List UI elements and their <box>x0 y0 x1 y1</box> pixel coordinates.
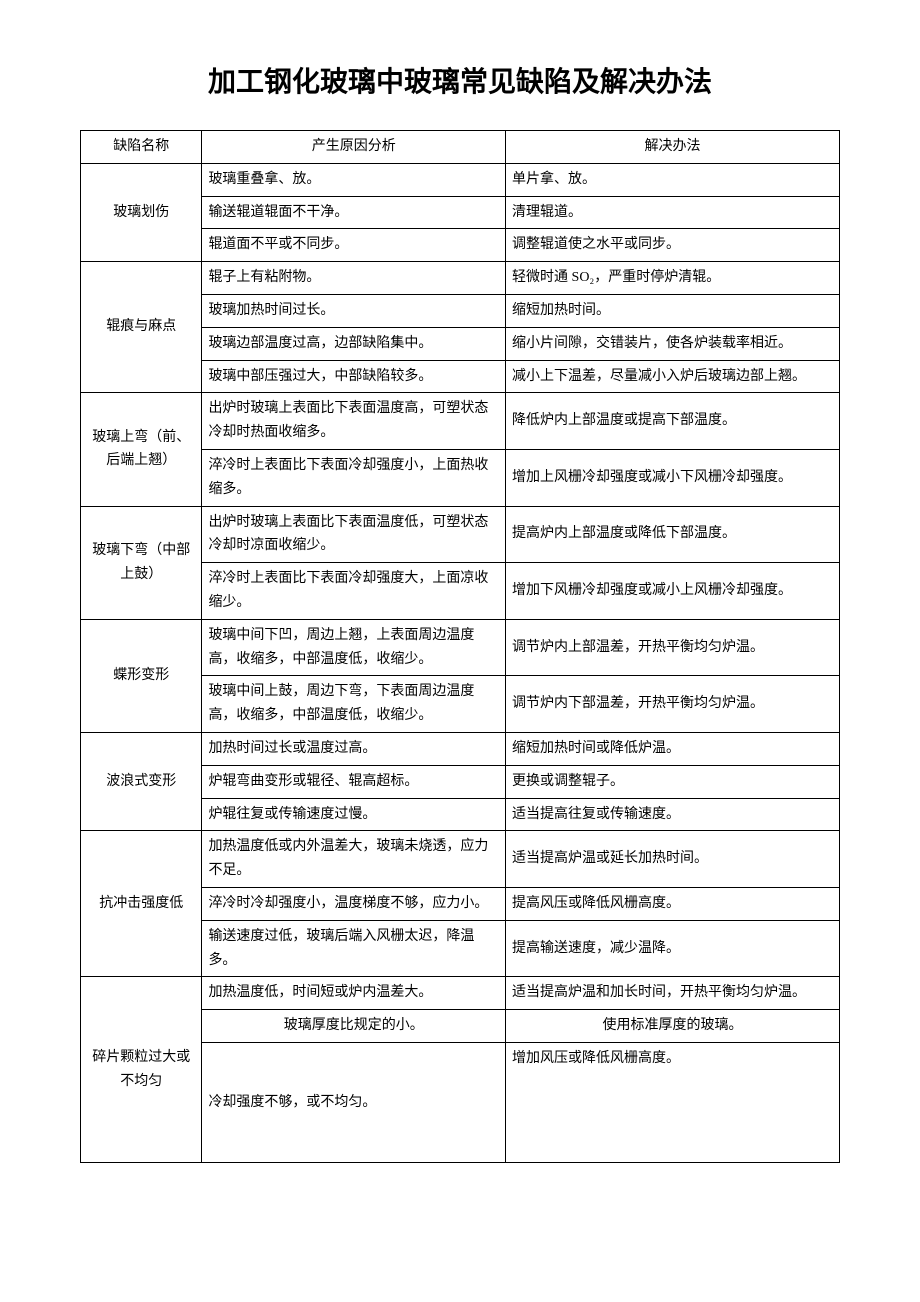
defect-name-cell: 抗冲击强度低 <box>81 831 202 977</box>
defect-name-cell: 玻璃下弯（中部上鼓） <box>81 506 202 619</box>
cause-cell: 玻璃加热时间过长。 <box>202 294 506 327</box>
table-row: 玻璃下弯（中部上鼓）出炉时玻璃上表面比下表面温度低，可塑状态冷却时凉面收缩少。提… <box>81 506 840 563</box>
table-row: 辊痕与麻点辊子上有粘附物。轻微时通 SO₂，严重时停炉清辊。 <box>81 262 840 295</box>
solution-cell: 适当提高炉温或延长加热时间。 <box>506 831 840 888</box>
cause-cell: 输送速度过低，玻璃后端入风栅太迟，降温多。 <box>202 920 506 977</box>
cause-cell: 玻璃中间下凹，周边上翘，上表面周边温度高，收缩多，中部温度低，收缩少。 <box>202 619 506 676</box>
defect-name-cell: 波浪式变形 <box>81 732 202 830</box>
defect-name-cell: 蝶形变形 <box>81 619 202 732</box>
cause-cell: 玻璃中部压强过大，中部缺陷较多。 <box>202 360 506 393</box>
solution-cell: 增加上风栅冷却强度或减小下风栅冷却强度。 <box>506 449 840 506</box>
cause-cell: 加热温度低或内外温差大，玻璃未烧透，应力不足。 <box>202 831 506 888</box>
defect-name-cell: 玻璃上弯（前、后端上翘） <box>81 393 202 506</box>
solution-cell: 使用标准厚度的玻璃。 <box>506 1010 840 1043</box>
solution-cell: 降低炉内上部温度或提高下部温度。 <box>506 393 840 450</box>
solution-cell: 提高风压或降低风栅高度。 <box>506 887 840 920</box>
solution-cell: 缩短加热时间或降低炉温。 <box>506 732 840 765</box>
solution-cell: 更换或调整辊子。 <box>506 765 840 798</box>
solution-cell: 增加下风栅冷却强度或减小上风栅冷却强度。 <box>506 563 840 620</box>
cause-cell: 淬冷时上表面比下表面冷却强度小，上面热收缩多。 <box>202 449 506 506</box>
cause-cell: 玻璃边部温度过高，边部缺陷集中。 <box>202 327 506 360</box>
defects-table: 缺陷名称 产生原因分析 解决办法 玻璃划伤玻璃重叠拿、放。单片拿、放。输送辊道辊… <box>80 130 840 1163</box>
cause-cell: 玻璃中间上鼓，周边下弯，下表面周边温度高，收缩多，中部温度低，收缩少。 <box>202 676 506 733</box>
solution-cell: 清理辊道。 <box>506 196 840 229</box>
solution-cell: 提高炉内上部温度或降低下部温度。 <box>506 506 840 563</box>
table-row: 蝶形变形玻璃中间下凹，周边上翘，上表面周边温度高，收缩多，中部温度低，收缩少。调… <box>81 619 840 676</box>
solution-cell: 缩小片间隙，交错装片，使各炉装载率相近。 <box>506 327 840 360</box>
page-title: 加工钢化玻璃中玻璃常见缺陷及解决办法 <box>80 60 840 100</box>
header-name: 缺陷名称 <box>81 131 202 164</box>
cause-cell: 出炉时玻璃上表面比下表面温度低，可塑状态冷却时凉面收缩少。 <box>202 506 506 563</box>
solution-cell: 调整辊道使之水平或同步。 <box>506 229 840 262</box>
cause-cell: 加热时间过长或温度过高。 <box>202 732 506 765</box>
cause-cell: 加热温度低，时间短或炉内温差大。 <box>202 977 506 1010</box>
cause-cell: 玻璃厚度比规定的小。 <box>202 1010 506 1043</box>
solution-cell: 单片拿、放。 <box>506 163 840 196</box>
defect-name-cell: 辊痕与麻点 <box>81 262 202 393</box>
solution-cell: 增加风压或降低风栅高度。 <box>506 1042 840 1162</box>
solution-cell: 调节炉内下部温差，开热平衡均匀炉温。 <box>506 676 840 733</box>
solution-cell: 轻微时通 SO₂，严重时停炉清辊。 <box>506 262 840 295</box>
cause-cell: 炉辊弯曲变形或辊径、辊高超标。 <box>202 765 506 798</box>
cause-cell: 淬冷时上表面比下表面冷却强度大，上面凉收缩少。 <box>202 563 506 620</box>
solution-cell: 减小上下温差，尽量减小入炉后玻璃边部上翘。 <box>506 360 840 393</box>
header-solution: 解决办法 <box>506 131 840 164</box>
cause-cell: 淬冷时冷却强度小，温度梯度不够，应力小。 <box>202 887 506 920</box>
cause-cell: 输送辊道辊面不干净。 <box>202 196 506 229</box>
cause-cell: 辊子上有粘附物。 <box>202 262 506 295</box>
cause-cell: 炉辊往复或传输速度过慢。 <box>202 798 506 831</box>
table-row: 抗冲击强度低加热温度低或内外温差大，玻璃未烧透，应力不足。适当提高炉温或延长加热… <box>81 831 840 888</box>
defect-name-cell: 碎片颗粒过大或不均匀 <box>81 977 202 1163</box>
solution-cell: 适当提高炉温和加长时间，开热平衡均匀炉温。 <box>506 977 840 1010</box>
table-row: 碎片颗粒过大或不均匀加热温度低，时间短或炉内温差大。适当提高炉温和加长时间，开热… <box>81 977 840 1010</box>
solution-cell: 缩短加热时间。 <box>506 294 840 327</box>
table-row: 玻璃上弯（前、后端上翘）出炉时玻璃上表面比下表面温度高，可塑状态冷却时热面收缩多… <box>81 393 840 450</box>
cause-cell: 出炉时玻璃上表面比下表面温度高，可塑状态冷却时热面收缩多。 <box>202 393 506 450</box>
table-row: 波浪式变形加热时间过长或温度过高。缩短加热时间或降低炉温。 <box>81 732 840 765</box>
cause-cell: 冷却强度不够，或不均匀。 <box>202 1042 506 1162</box>
defect-name-cell: 玻璃划伤 <box>81 163 202 261</box>
cause-cell: 玻璃重叠拿、放。 <box>202 163 506 196</box>
header-cause: 产生原因分析 <box>202 131 506 164</box>
table-header-row: 缺陷名称 产生原因分析 解决办法 <box>81 131 840 164</box>
table-row: 玻璃划伤玻璃重叠拿、放。单片拿、放。 <box>81 163 840 196</box>
solution-cell: 适当提高往复或传输速度。 <box>506 798 840 831</box>
solution-cell: 提高输送速度，减少温降。 <box>506 920 840 977</box>
solution-cell: 调节炉内上部温差，开热平衡均匀炉温。 <box>506 619 840 676</box>
cause-cell: 辊道面不平或不同步。 <box>202 229 506 262</box>
